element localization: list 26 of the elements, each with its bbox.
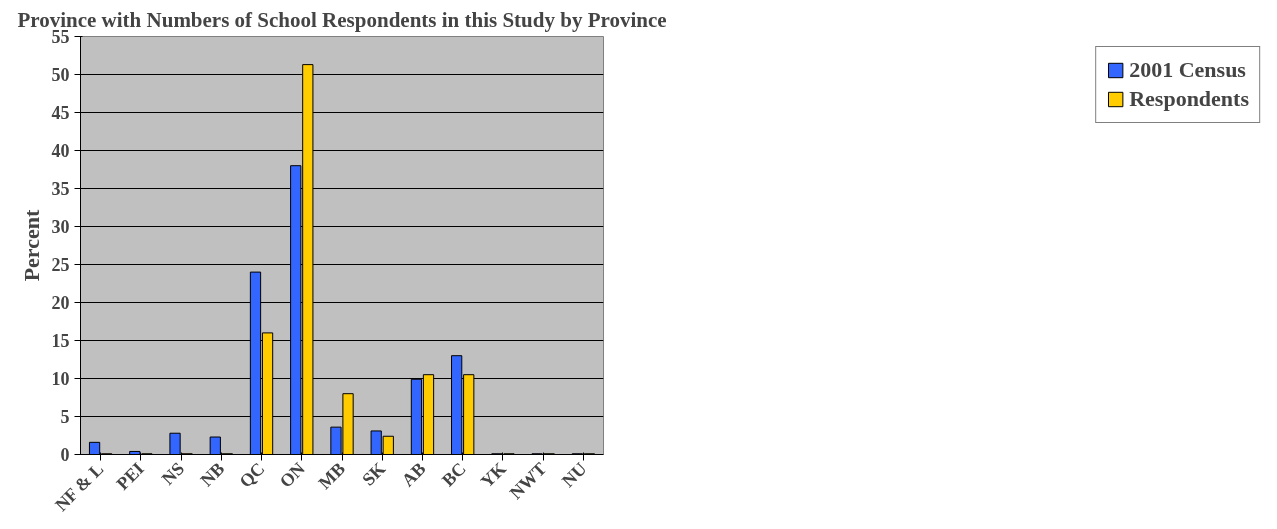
y-tick-label: 35	[51, 179, 70, 199]
y-tick-label: 25	[51, 255, 70, 275]
y-tick-label: 45	[51, 103, 70, 123]
x-tick-label: SK	[358, 458, 390, 490]
y-tick-label: 10	[51, 369, 70, 389]
x-tick-label: AB	[397, 458, 430, 491]
y-tick-label: 15	[51, 331, 70, 351]
y-tick-label: 40	[51, 141, 70, 161]
x-tick-label: MB	[314, 458, 350, 494]
x-tick-label: NB	[196, 458, 229, 491]
x-tick-label: YK	[476, 458, 510, 492]
y-tick-label: 55	[51, 27, 70, 47]
legend-label: Respondents	[1129, 86, 1249, 112]
x-tick-label: BC	[437, 458, 470, 491]
y-tick-label: 5	[60, 407, 70, 427]
x-tick-label: NU	[557, 458, 591, 491]
x-tick-label: ON	[275, 458, 309, 492]
y-tick-label: 30	[51, 217, 70, 237]
y-tick-label: 20	[51, 293, 70, 313]
x-tick-label: QC	[235, 458, 269, 492]
legend-label: 2001 Census	[1129, 57, 1246, 83]
y-axis-title: Percent	[18, 209, 44, 282]
y-tick-label: 0	[60, 445, 70, 465]
x-tick-label: PEI	[112, 458, 148, 494]
x-tick-label: NS	[157, 458, 189, 489]
y-tick-label: 50	[51, 65, 70, 85]
